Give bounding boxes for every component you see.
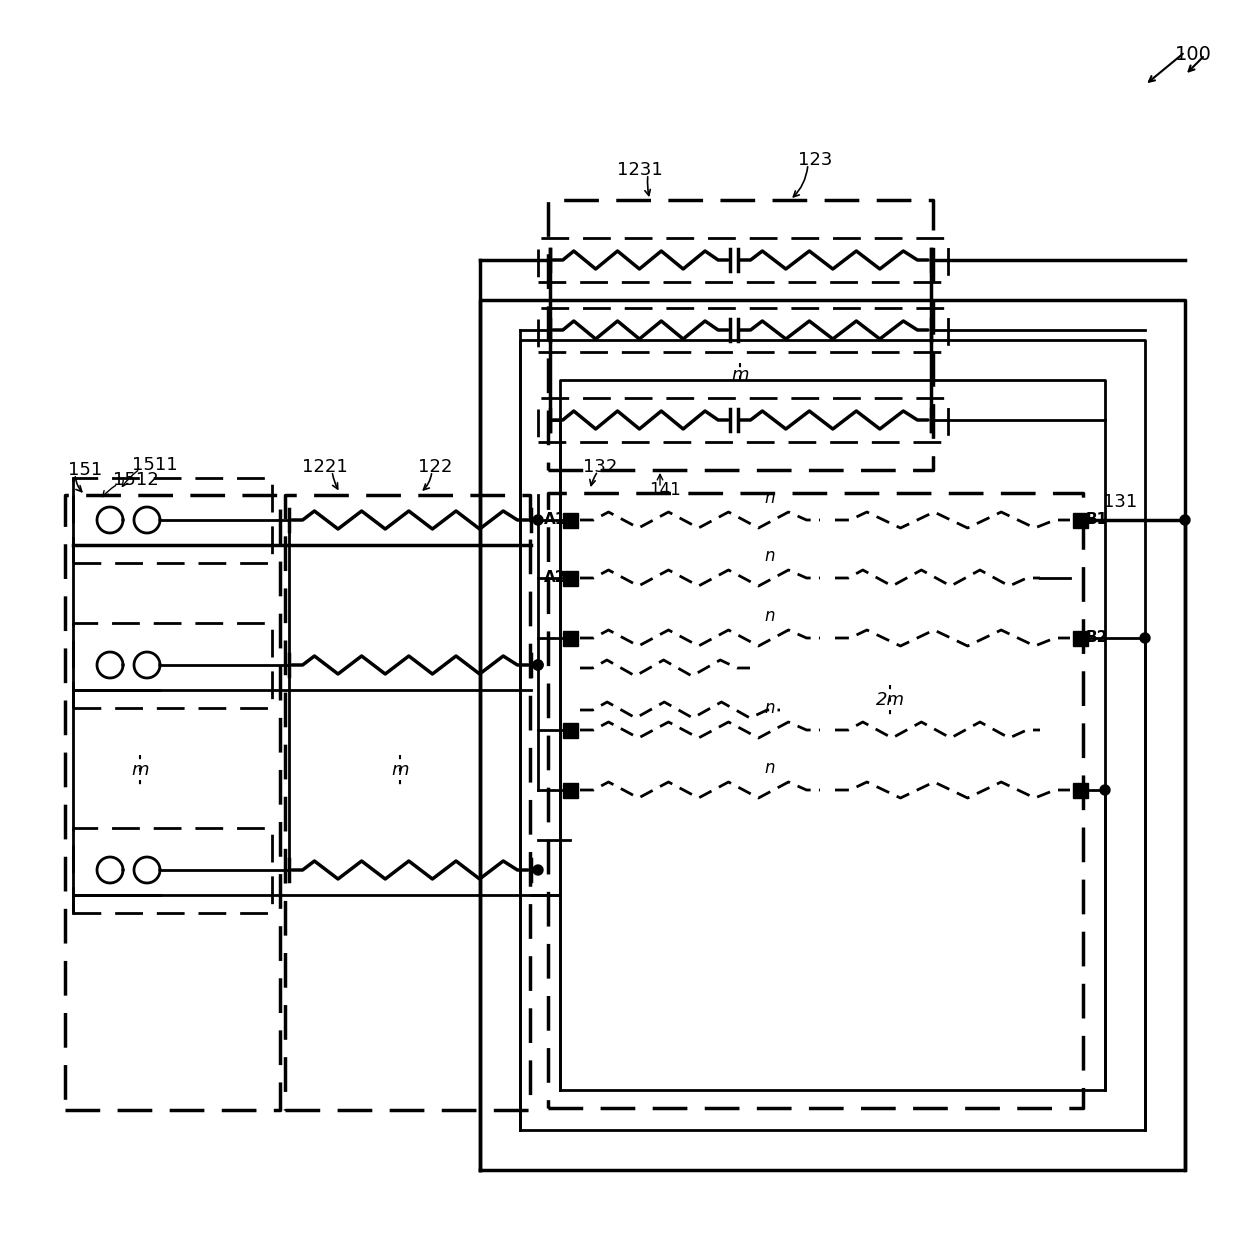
Text: n: n xyxy=(765,759,775,777)
Text: 132: 132 xyxy=(583,457,618,476)
Text: A2: A2 xyxy=(543,571,565,586)
Text: 1221: 1221 xyxy=(303,457,348,476)
Text: B2: B2 xyxy=(1086,630,1109,645)
Polygon shape xyxy=(563,630,578,645)
Polygon shape xyxy=(563,782,578,798)
Polygon shape xyxy=(1073,630,1087,645)
Text: m: m xyxy=(392,761,409,779)
Polygon shape xyxy=(1180,515,1190,525)
Polygon shape xyxy=(134,651,160,678)
Text: 2m: 2m xyxy=(875,690,904,709)
Text: 1512: 1512 xyxy=(113,471,159,489)
Text: B1: B1 xyxy=(1086,513,1109,528)
Text: A1: A1 xyxy=(544,513,565,528)
Polygon shape xyxy=(97,651,123,678)
Text: m: m xyxy=(732,365,749,384)
Polygon shape xyxy=(533,660,543,670)
Polygon shape xyxy=(97,857,123,883)
Polygon shape xyxy=(563,571,578,586)
Text: 123: 123 xyxy=(797,151,832,169)
Polygon shape xyxy=(563,513,578,528)
Text: n: n xyxy=(765,607,775,625)
Polygon shape xyxy=(1100,785,1110,795)
Text: 141: 141 xyxy=(649,481,681,499)
Polygon shape xyxy=(134,857,160,883)
Text: n: n xyxy=(765,489,775,507)
Text: 100: 100 xyxy=(1176,45,1211,64)
Text: m: m xyxy=(131,761,149,779)
Text: n: n xyxy=(765,699,775,717)
Polygon shape xyxy=(134,507,160,533)
Polygon shape xyxy=(533,866,543,874)
Text: 1511: 1511 xyxy=(131,456,177,474)
Polygon shape xyxy=(563,722,578,737)
Polygon shape xyxy=(1073,513,1087,528)
Text: 1231: 1231 xyxy=(618,161,663,179)
Text: 122: 122 xyxy=(418,457,453,476)
Polygon shape xyxy=(1140,633,1149,643)
Polygon shape xyxy=(97,507,123,533)
Polygon shape xyxy=(1073,782,1087,798)
Text: 131: 131 xyxy=(1104,493,1137,512)
Polygon shape xyxy=(533,515,543,525)
Polygon shape xyxy=(533,660,543,670)
Text: n: n xyxy=(765,547,775,564)
Text: 151: 151 xyxy=(68,461,102,479)
